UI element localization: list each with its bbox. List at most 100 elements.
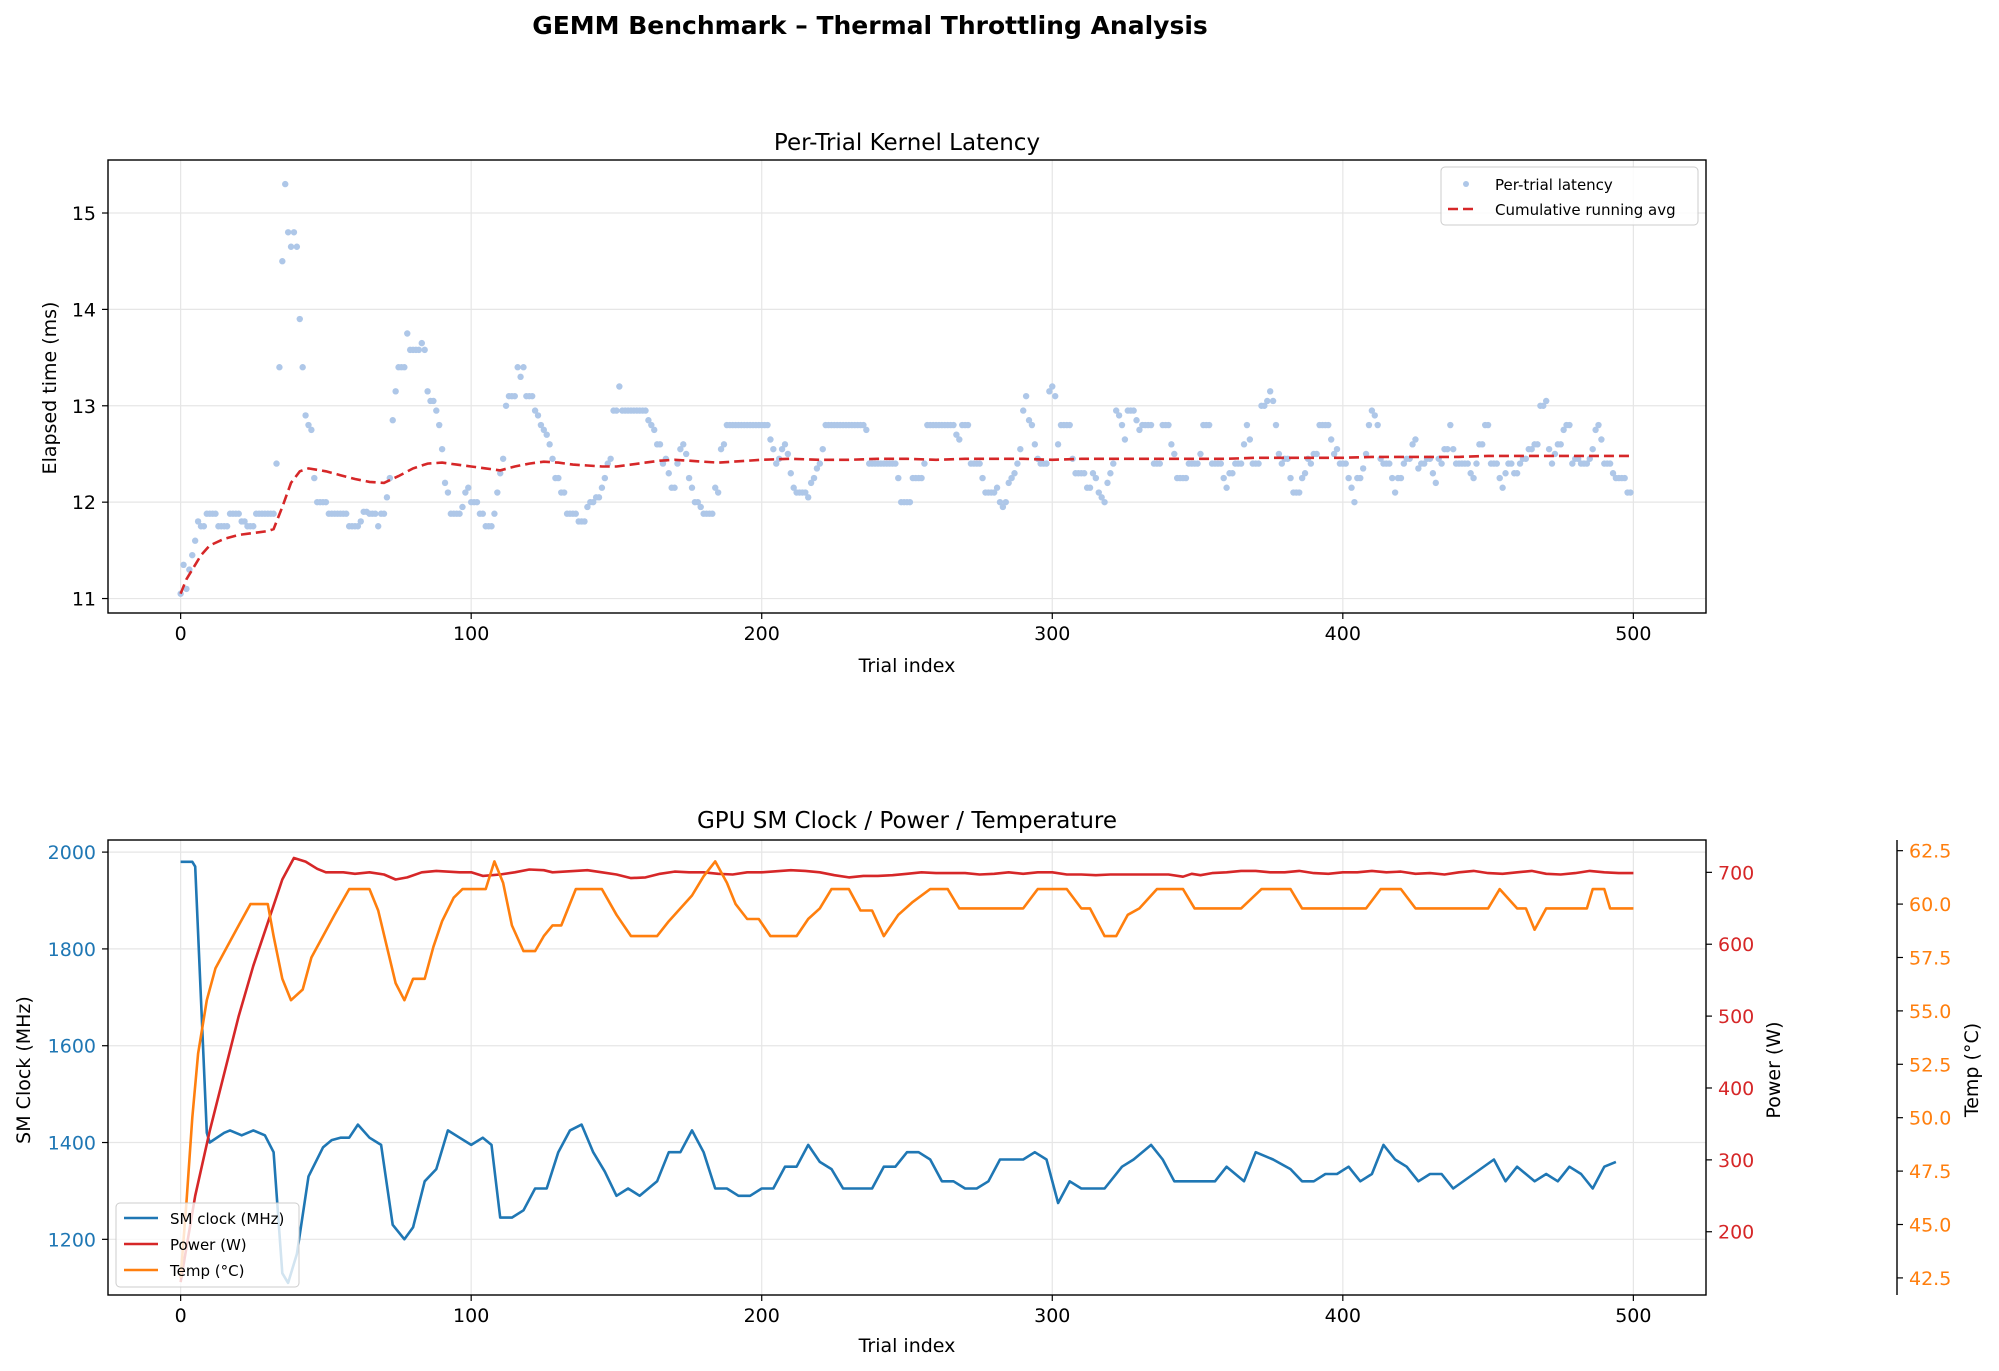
latency-point xyxy=(648,421,655,429)
latency-point xyxy=(584,503,591,511)
latency-point xyxy=(778,445,786,453)
x-tick-label: 200 xyxy=(744,623,780,645)
latency-point xyxy=(322,498,330,506)
latency-point xyxy=(1002,498,1009,506)
latency-grid xyxy=(108,160,1706,613)
latency-point xyxy=(1156,460,1163,467)
latency-point xyxy=(581,518,588,525)
latency-point xyxy=(1043,460,1050,467)
latency-point xyxy=(1359,465,1367,472)
latency-point xyxy=(191,537,199,544)
sm-clock-tick-label: 1600 xyxy=(48,1036,96,1058)
latency-point xyxy=(1444,445,1451,453)
gpu-x-label: Trial index xyxy=(858,1335,956,1357)
sm-clock-tick-label: 1800 xyxy=(48,939,96,961)
latency-point xyxy=(601,474,609,482)
latency-point xyxy=(773,460,780,467)
latency-point xyxy=(1049,383,1056,390)
latency-point xyxy=(1278,460,1286,467)
latency-point xyxy=(1391,489,1399,496)
latency-point xyxy=(1194,460,1201,467)
latency-axes-frame xyxy=(107,159,1707,614)
latency-point xyxy=(499,455,507,462)
latency-point xyxy=(976,460,983,467)
latency-point xyxy=(1240,441,1248,448)
latency-chart-title: Per-Trial Kernel Latency xyxy=(774,130,1040,156)
latency-point xyxy=(1522,455,1530,462)
latency-point xyxy=(671,484,678,491)
latency-point xyxy=(1182,474,1190,482)
gpu-series-lines xyxy=(179,856,1634,1285)
latency-point xyxy=(1412,436,1419,443)
latency-point xyxy=(473,498,481,506)
latency-point xyxy=(189,551,196,559)
latency-point xyxy=(645,417,652,424)
latency-point xyxy=(293,243,301,250)
latency-point xyxy=(953,431,960,438)
latency-point xyxy=(421,346,428,354)
latency-point xyxy=(279,258,286,265)
latency-point xyxy=(441,479,449,487)
latency-point xyxy=(308,426,315,434)
latency-point xyxy=(1051,392,1059,400)
latency-point xyxy=(1298,474,1306,482)
x-tick-label: 100 xyxy=(453,1305,489,1327)
temp-axis-label: Temp (°C) xyxy=(1961,1023,1983,1118)
latency-point xyxy=(1168,441,1175,448)
power-tick-label: 200 xyxy=(1718,1222,1754,1244)
x-tick-label: 400 xyxy=(1325,1305,1361,1327)
latency-point xyxy=(990,489,998,496)
latency-point xyxy=(1368,407,1376,414)
power-tick-label: 600 xyxy=(1718,934,1754,956)
latency-point xyxy=(1450,445,1457,453)
latency-point xyxy=(1031,441,1039,448)
latency-point xyxy=(534,412,542,419)
latency-point xyxy=(651,426,658,434)
latency-point xyxy=(276,364,283,371)
latency-point xyxy=(993,484,1001,491)
latency-point xyxy=(456,510,463,517)
latency-point xyxy=(813,465,821,472)
gpu-telemetry-chart: GPU SM Clock / Power / Temperature 0 100 2… xyxy=(13,808,1983,1357)
latency-point xyxy=(1374,421,1381,429)
latency-point xyxy=(282,180,289,188)
latency-point xyxy=(1025,417,1033,424)
latency-point xyxy=(1627,489,1634,496)
latency-point xyxy=(511,392,518,400)
latency-point xyxy=(921,460,928,467)
latency-point xyxy=(1269,397,1277,405)
latency-point xyxy=(895,474,902,482)
latency-point xyxy=(767,436,774,443)
latency-point xyxy=(892,460,899,467)
latency-point xyxy=(1237,460,1245,467)
latency-point xyxy=(380,510,388,517)
sm-clock-tick-label: 2000 xyxy=(48,842,96,864)
latency-point xyxy=(1467,470,1474,477)
legend-label-temp: Temp (°C) xyxy=(169,1262,244,1280)
latency-point xyxy=(1484,421,1492,429)
latency-x-label: Trial index xyxy=(858,655,956,677)
x-tick-label: 400 xyxy=(1325,623,1361,645)
latency-point xyxy=(1020,407,1027,414)
latency-point xyxy=(1107,470,1114,477)
latency-point xyxy=(906,498,914,506)
latency-point xyxy=(642,407,649,414)
power-tick-label: 700 xyxy=(1718,862,1754,884)
latency-scatter-series xyxy=(177,180,1634,597)
latency-point xyxy=(810,474,818,482)
latency-point xyxy=(1296,489,1303,496)
latency-point xyxy=(1543,397,1550,405)
latency-point xyxy=(1569,460,1576,467)
latency-point xyxy=(444,489,452,496)
x-tick-label: 200 xyxy=(744,1305,780,1327)
latency-point xyxy=(1479,441,1486,448)
latency-point xyxy=(770,445,777,453)
x-tick-label: 300 xyxy=(1034,623,1070,645)
latency-point xyxy=(1513,470,1521,477)
latency-point xyxy=(1342,460,1349,467)
latency-point xyxy=(1429,470,1437,477)
latency-point xyxy=(343,510,350,517)
latency-point xyxy=(1606,460,1614,467)
latency-point xyxy=(235,510,242,517)
latency-point xyxy=(616,383,623,390)
